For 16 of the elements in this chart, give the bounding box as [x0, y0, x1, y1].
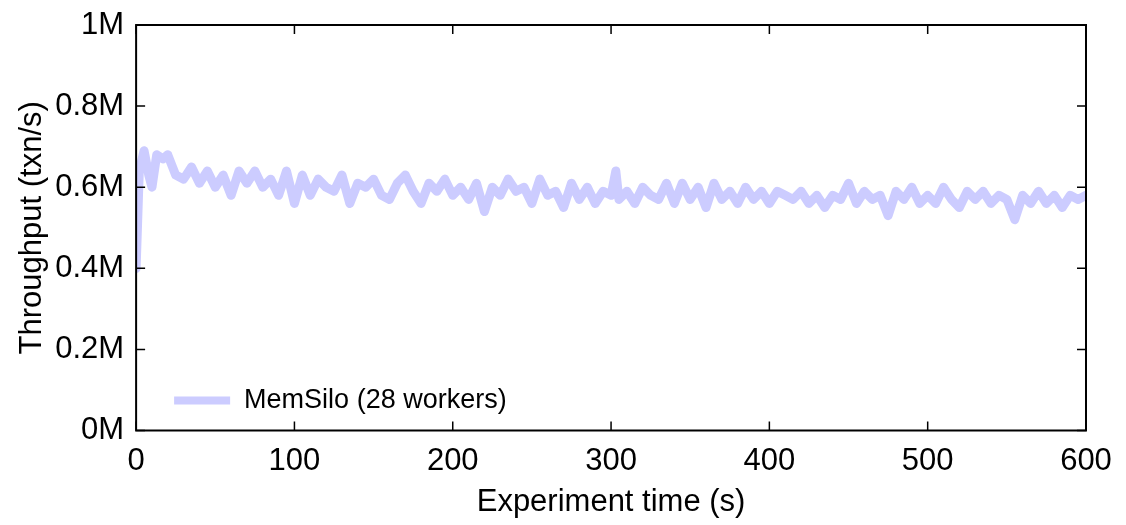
- y-tick-label: 0.8M: [55, 86, 125, 122]
- x-tick-label: 0: [127, 441, 145, 477]
- x-tick-label: 400: [743, 441, 796, 477]
- y-tick-label: 1M: [81, 5, 125, 41]
- y-tick-label: 0M: [81, 411, 125, 447]
- legend-label: MemSilo (28 workers): [244, 384, 507, 415]
- x-tick-label: 300: [585, 441, 637, 477]
- y-tick-label: 0.4M: [55, 248, 125, 284]
- y-tick-label: 0.2M: [55, 330, 125, 366]
- x-tick-label: 100: [268, 441, 321, 477]
- x-tick-label: 600: [1060, 441, 1112, 477]
- y-tick-label: 0.6M: [55, 167, 125, 203]
- y-axis-title: Throughput (txn/s): [13, 101, 49, 355]
- x-tick-label: 500: [901, 441, 954, 477]
- x-axis-title: Experiment time (s): [476, 482, 746, 518]
- x-tick-label: 200: [426, 441, 479, 477]
